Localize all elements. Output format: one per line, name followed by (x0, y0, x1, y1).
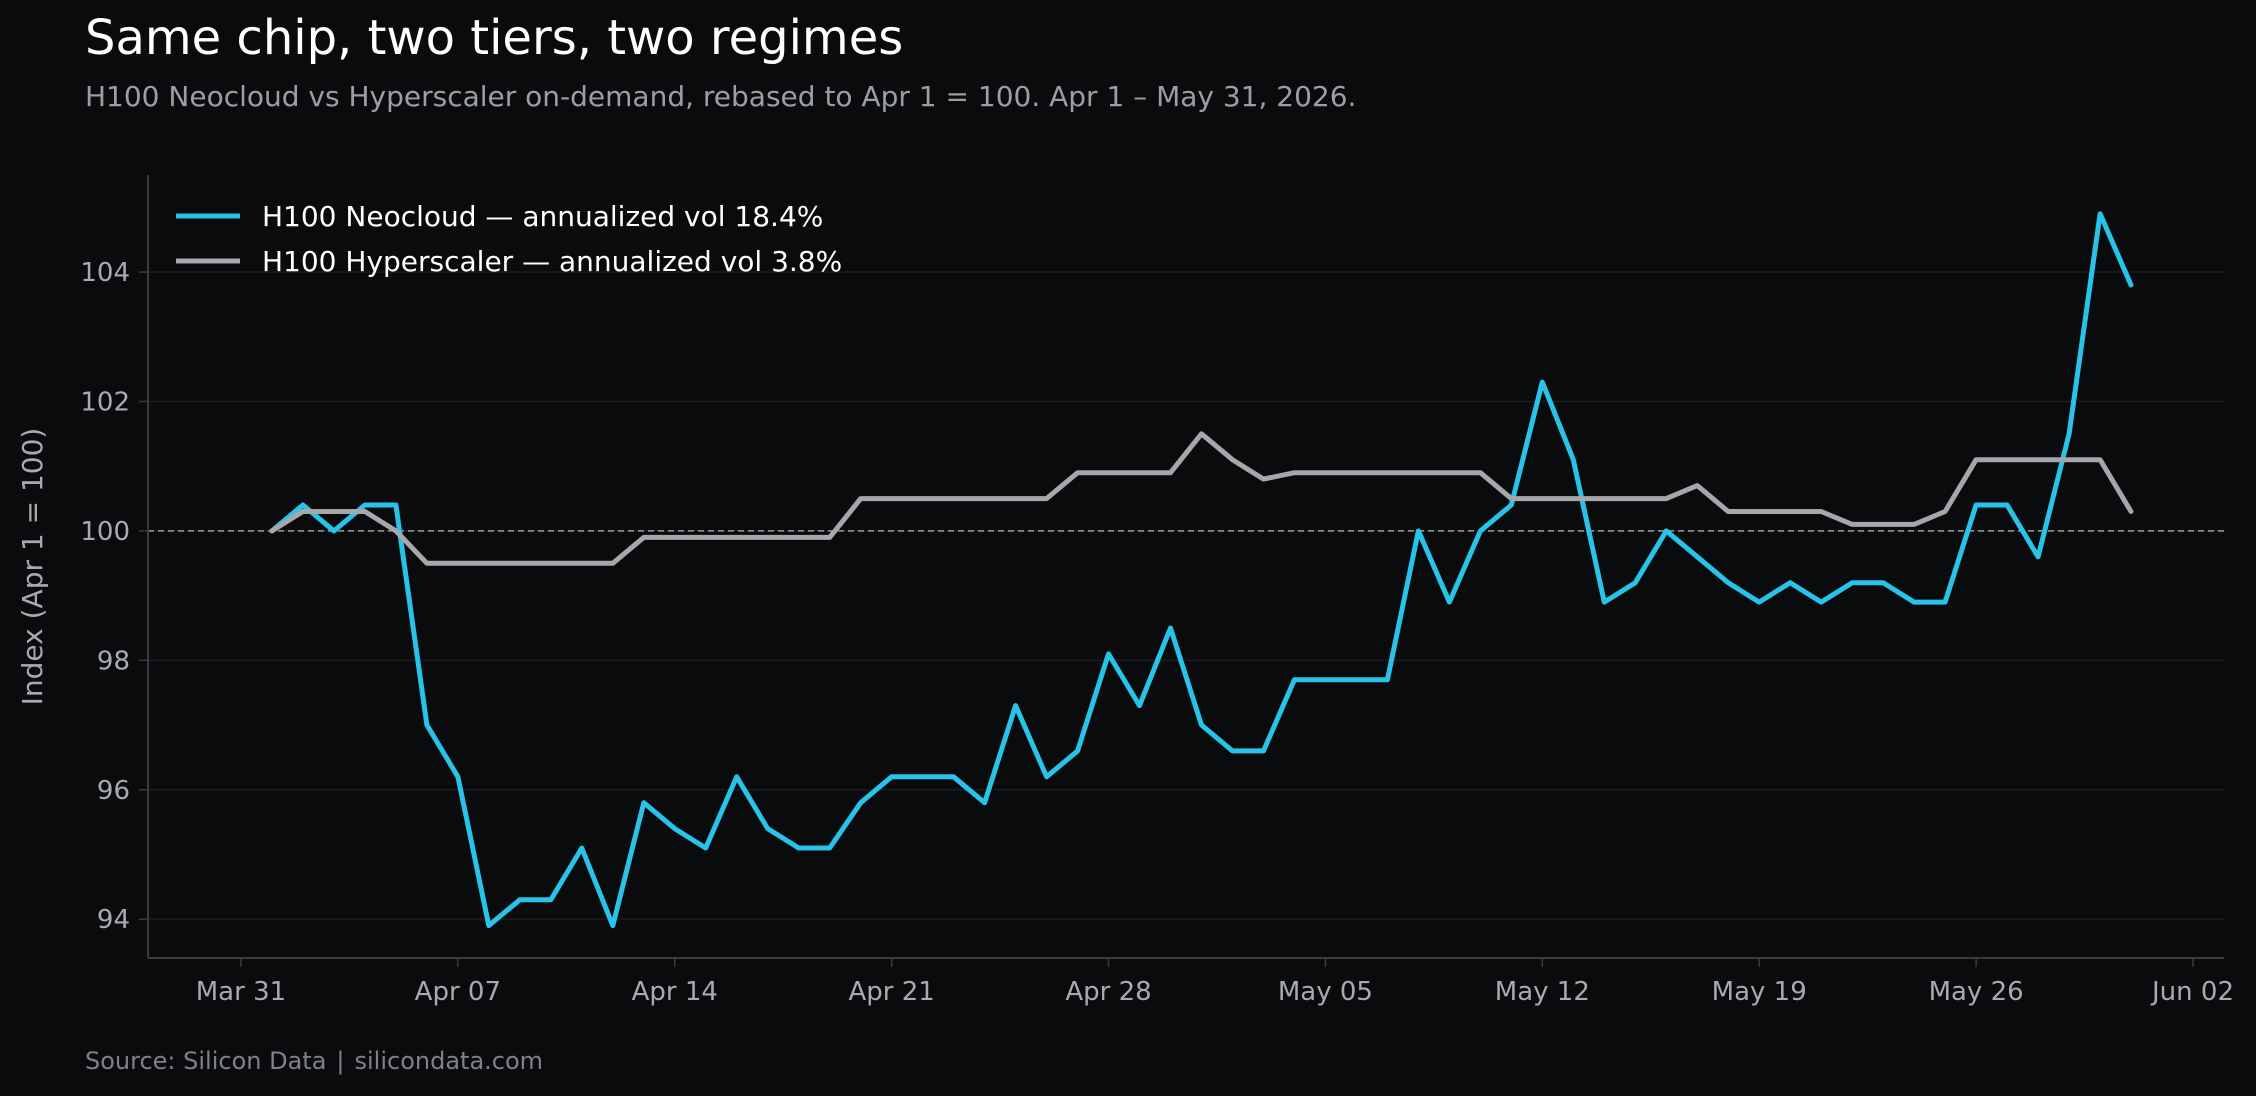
series-line-neocloud (269, 211, 2134, 929)
y-tick-label: 100 (80, 517, 130, 547)
x-tick-label: Apr 07 (415, 977, 501, 1007)
x-tick-label: May 19 (1712, 977, 1807, 1007)
x-tick-label: May 26 (1929, 977, 2024, 1007)
y-tick-label: 94 (97, 905, 130, 935)
axes: 94 96 98 100 102 104 Mar 31 Apr 07 Apr 14 Apr 21 A… (80, 175, 2234, 1007)
x-tick-label: May 12 (1495, 977, 1590, 1007)
source-separator: | (336, 1047, 345, 1075)
source-note: Source: Silicon Data | silicondata.com (85, 1047, 543, 1075)
source-text: Source: Silicon Data (85, 1047, 327, 1075)
y-tick-label: 98 (97, 646, 130, 676)
x-tick-label: Apr 21 (848, 977, 934, 1007)
gridlines (148, 271, 2224, 920)
legend-label: H100 Hyperscaler — annualized vol 3.8% (262, 245, 842, 278)
series-line-hyperscaler (269, 431, 2134, 566)
chart-title: Same chip, two tiers, two regimes (85, 10, 904, 66)
x-tick-label: Mar 31 (196, 977, 286, 1007)
x-tick-label: Apr 14 (632, 977, 718, 1007)
x-tick-label: May 05 (1278, 977, 1373, 1007)
x-tick-label: Apr 28 (1065, 977, 1151, 1007)
series-lines (269, 211, 2134, 929)
y-axis-label: Index (Apr 1 = 100) (16, 428, 49, 706)
y-tick-label: 96 (97, 776, 130, 806)
source-site: silicondata.com (354, 1047, 544, 1075)
x-tick-label: Jun 02 (2150, 977, 2234, 1007)
y-tick-label: 104 (80, 258, 130, 288)
legend: H100 Neocloud — annualized vol 18.4% H100… (176, 200, 842, 278)
legend-label: H100 Neocloud — annualized vol 18.4% (262, 200, 823, 233)
y-tick-label: 102 (80, 387, 130, 417)
chart-subtitle: H100 Neocloud vs Hyperscaler on-demand, … (85, 80, 1357, 113)
